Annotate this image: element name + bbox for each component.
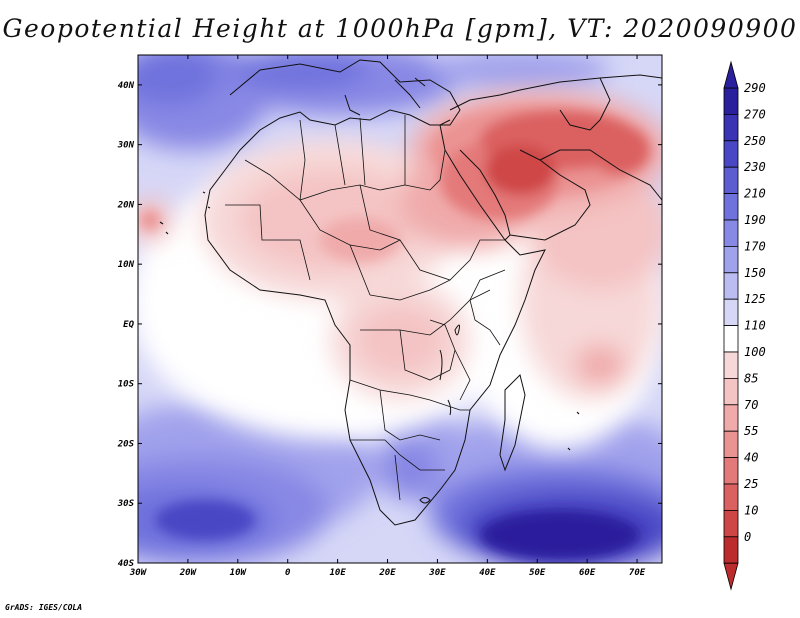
colorbar-label: 110 — [744, 319, 766, 333]
lon-tick-label: 50E — [529, 568, 546, 578]
colorbar-swatch — [723, 87, 739, 115]
colorbar-top-arrow — [723, 60, 739, 89]
lon-tick-label: 0 — [285, 568, 291, 578]
map-title: Geopotential Height at 1000hPa [gpm], VT… — [2, 14, 798, 43]
colorbar-label: 230 — [744, 160, 766, 174]
colorbar-swatch — [723, 377, 739, 406]
colorbar-swatch — [723, 140, 739, 168]
lon-tick-label: 40E — [479, 568, 496, 578]
colorbar-swatch — [723, 245, 739, 274]
colorbar-label: 10 — [744, 503, 758, 517]
colorbar-label: 290 — [744, 81, 766, 95]
colorbar-label: 250 — [744, 134, 766, 148]
colorbar-swatch — [723, 325, 739, 353]
colorbar-swatch — [723, 219, 739, 247]
colorbar-label: 40 — [744, 451, 758, 465]
colorbar-swatch — [723, 404, 739, 432]
colorbar-label: 150 — [744, 266, 766, 280]
lat-tick-label: 40N — [118, 81, 135, 91]
colorbar-label: 125 — [744, 292, 766, 306]
colorbar-swatch — [723, 272, 739, 300]
lon-tick-label: 70E — [629, 568, 646, 578]
colorbar-swatch — [723, 483, 739, 511]
lat-tick-label: 10N — [118, 260, 135, 270]
coastlines — [159, 59, 662, 526]
lon-tick-label: 10W — [230, 568, 248, 578]
lon-tick-label: 20E — [378, 568, 396, 578]
colorbar-swatch — [723, 166, 739, 194]
lat-tick-label: 20S — [117, 439, 135, 449]
colorbar-label: 0 — [744, 530, 751, 544]
colorbar-swatch — [723, 430, 739, 459]
grads-credit: GrADS: IGES/COLA — [5, 603, 83, 612]
lon-tick-label: 60E — [579, 568, 596, 578]
height-field — [138, 55, 662, 563]
map-axes: 30W 20W 10W 0 10E 20E 30E 40E 50E 60E 70E 40N 30N 20N… — [117, 55, 662, 578]
lat-tick-label: EQ — [123, 320, 134, 330]
colorbar-label: 270 — [744, 107, 766, 121]
colorbar-label: 85 — [744, 371, 758, 385]
lon-tick-label: 10E — [329, 568, 346, 578]
colorbar-label: 210 — [744, 187, 766, 201]
colorbar-swatch — [723, 509, 739, 538]
colorbar-bottom-arrow — [723, 562, 739, 591]
colorbar-swatch — [723, 351, 739, 379]
lat-tick-label: 30S — [117, 499, 135, 509]
colorbar-swatch — [723, 536, 739, 564]
lat-tick-label: 30N — [117, 141, 135, 151]
colorbar-swatch — [723, 457, 739, 485]
lon-tick-label: 30E — [428, 568, 446, 578]
colorbar-swatch — [723, 298, 739, 327]
lat-tick-label: 20N — [117, 200, 135, 210]
colorbar-label: 70 — [744, 398, 758, 412]
colorbar-swatch — [723, 193, 739, 221]
colorbar: 2902702502302101901701501251101008570554… — [723, 60, 766, 591]
lon-tick-label: 20W — [179, 568, 198, 578]
plot-frame — [137, 54, 663, 564]
colorbar-label: 100 — [744, 345, 766, 359]
colorbar-label: 25 — [744, 477, 758, 491]
colorbar-swatch — [723, 114, 739, 142]
colorbar-label: 170 — [744, 239, 766, 253]
lat-tick-label: 40S — [118, 559, 135, 569]
lon-tick-label: 30W — [129, 568, 148, 578]
colorbar-label: 55 — [744, 424, 758, 438]
lat-tick-label: 10S — [118, 380, 135, 390]
colorbar-label: 190 — [744, 213, 766, 227]
